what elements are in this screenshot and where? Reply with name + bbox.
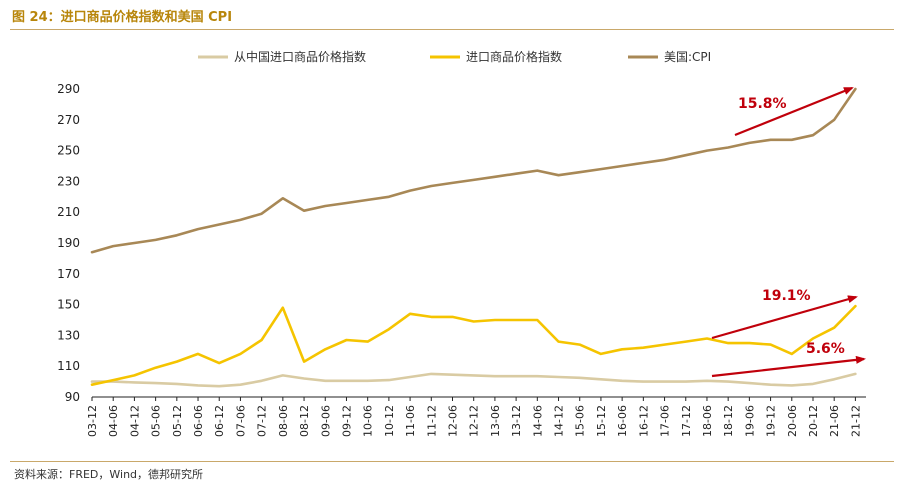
series-line-1 — [90, 304, 857, 387]
legend-label: 美国:CPI — [664, 50, 711, 64]
y-tick-label: 290 — [57, 82, 80, 96]
series-lines — [90, 87, 857, 388]
x-tick-label: 08-06 — [277, 405, 290, 437]
legend-label: 从中国进口商品价格指数 — [234, 49, 366, 64]
y-tick-label: 110 — [57, 359, 80, 373]
y-tick-label: 230 — [57, 174, 80, 188]
source-note: 资料来源：FRED，Wind，德邦研究所 — [14, 468, 204, 481]
y-tick-label: 130 — [57, 328, 80, 342]
y-tick-label: 250 — [57, 144, 80, 158]
x-tick-label: 04-12 — [128, 405, 141, 437]
y-tick-label: 150 — [57, 298, 80, 312]
annotation-label: 5.6% — [806, 341, 845, 357]
x-tick-label: 18-06 — [701, 405, 714, 437]
x-tick-label: 10-12 — [383, 405, 396, 437]
x-tick-label: 16-12 — [637, 405, 650, 437]
x-tick-label: 06-06 — [192, 405, 205, 437]
series-line-2 — [90, 87, 857, 254]
y-tick-label: 210 — [57, 205, 80, 219]
x-tick-label: 14-06 — [531, 405, 544, 437]
x-tick-label: 07-12 — [256, 405, 269, 437]
x-tick-label: 14-12 — [553, 405, 566, 437]
x-tick-label: 11-06 — [404, 405, 417, 437]
x-tick-label: 19-12 — [765, 405, 778, 437]
x-tick-label: 09-06 — [319, 405, 332, 437]
x-tick-label: 05-12 — [171, 405, 184, 437]
series-line-0 — [90, 372, 857, 388]
x-tick-label: 10-06 — [362, 405, 375, 437]
x-tick-label: 18-12 — [722, 405, 735, 437]
x-tick-label: 15-06 — [574, 405, 587, 437]
title-rule — [10, 29, 894, 30]
legend-label: 进口商品价格指数 — [466, 49, 562, 64]
footer-rule — [10, 461, 894, 462]
x-tick-label: 12-12 — [468, 405, 481, 437]
x-tick-label: 19-06 — [743, 405, 756, 437]
y-tick-label: 270 — [57, 113, 80, 127]
x-tick-label: 07-06 — [234, 405, 247, 437]
y-tick-label: 90 — [65, 390, 80, 404]
y-tick-label: 170 — [57, 267, 80, 281]
annotation-arrow — [711, 355, 866, 378]
x-tick-label: 17-06 — [659, 405, 672, 437]
x-tick-label: 09-12 — [340, 405, 353, 437]
x-tick-label: 15-12 — [595, 405, 608, 437]
x-tick-label: 03-12 — [86, 405, 99, 437]
x-tick-label: 05-06 — [150, 405, 163, 437]
x-axis: 03-12 04-06 04-12 05-06 05-12 06-06 06-12 07-06… — [86, 396, 866, 437]
x-tick-label: 08-12 — [298, 405, 311, 437]
x-tick-label: 11-12 — [425, 405, 438, 437]
x-tick-label: 17-12 — [680, 405, 693, 437]
x-tick-label: 21-06 — [828, 405, 841, 437]
annotation-arrow — [711, 295, 858, 340]
chart-legend: 从中国进口商品价格指数 进口商品价格指数 美国:CPI — [198, 49, 711, 64]
x-tick-label: 13-06 — [489, 405, 502, 437]
chart-title: 图 24：进口商品价格指数和美国 CPI — [12, 10, 233, 25]
x-tick-label: 12-06 — [446, 405, 459, 437]
x-tick-label: 20-06 — [786, 405, 799, 437]
y-axis: 90 110 130 150 170 190 210 230 250 270 290 — [57, 82, 80, 404]
y-tick-label: 190 — [57, 236, 80, 250]
x-tick-label: 16-06 — [616, 405, 629, 437]
annotation-arrow — [734, 86, 854, 137]
annotation-label: 15.8% — [738, 96, 787, 112]
x-tick-label: 04-06 — [107, 405, 120, 437]
x-tick-label: 13-12 — [510, 405, 523, 437]
x-tick-label: 20-12 — [807, 405, 820, 437]
growth-annotations: 15.8% 19.1% 5.6% — [711, 86, 866, 378]
x-tick-label: 06-12 — [213, 405, 226, 437]
x-tick-label: 21-12 — [849, 405, 862, 437]
annotation-label: 19.1% — [762, 288, 811, 304]
